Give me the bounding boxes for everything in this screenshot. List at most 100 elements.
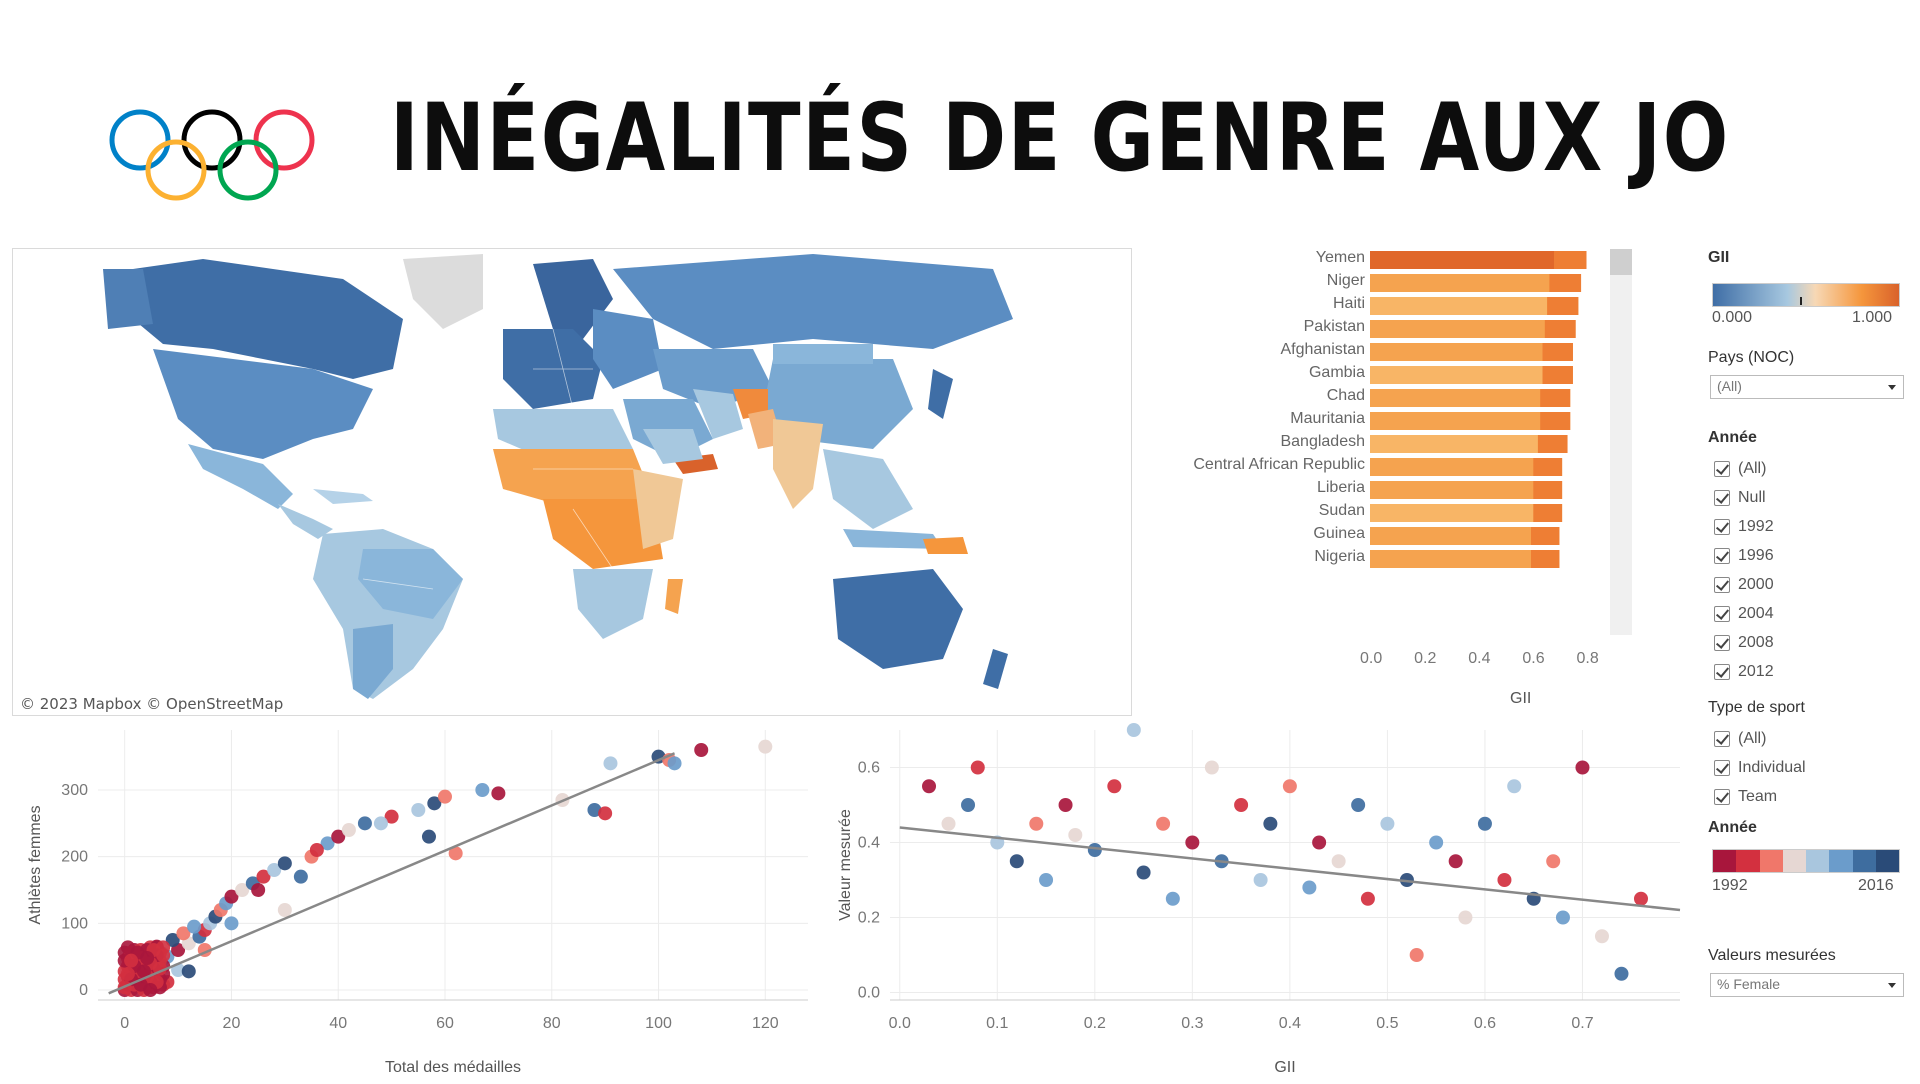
year-option[interactable]: (All) [1714, 457, 1766, 481]
measure-dropdown[interactable]: % Female [1710, 973, 1904, 997]
year-option[interactable]: 1996 [1714, 544, 1774, 568]
scatter-point[interactable] [1029, 816, 1044, 831]
scatter-point[interactable] [320, 836, 335, 851]
bar[interactable] [1370, 320, 1576, 338]
scatter-gii-svg[interactable]: 0.0 0.1 0.2 0.3 0.4 0.5 0.6 0.7 0.0 0.2 0.4 0.6 GII V… [830, 722, 1710, 1080]
scatter-point[interactable] [1185, 835, 1200, 850]
year-color-ramp[interactable] [1712, 849, 1900, 873]
country-dropdown[interactable]: (All) [1710, 375, 1904, 399]
bar[interactable] [1370, 412, 1571, 430]
scatter-point[interactable] [1039, 873, 1054, 887]
scatter-point[interactable] [1546, 854, 1561, 869]
scatter-point[interactable] [384, 809, 399, 824]
checkbox-checked-icon[interactable] [1714, 789, 1730, 805]
scatter-point[interactable] [357, 816, 372, 831]
scatter-point[interactable] [1058, 798, 1073, 812]
scatter-point[interactable] [224, 916, 239, 931]
scatter-point[interactable] [411, 803, 426, 817]
checkbox-checked-icon[interactable] [1714, 731, 1730, 747]
scatter-point[interactable] [598, 806, 613, 821]
scatter-point[interactable] [1087, 843, 1102, 857]
bar[interactable] [1370, 251, 1587, 269]
sport-option[interactable]: Individual [1714, 756, 1806, 780]
scatter-point[interactable] [187, 919, 202, 934]
scatter-point[interactable] [256, 869, 271, 884]
bar[interactable] [1370, 274, 1582, 292]
scatter-point[interactable] [758, 739, 773, 754]
scatter-point[interactable] [1360, 891, 1375, 906]
scatter-point[interactable] [267, 863, 282, 877]
scatter-point[interactable] [475, 783, 490, 797]
scatter-point[interactable] [427, 796, 442, 811]
year-option[interactable]: 1992 [1714, 515, 1774, 539]
scatter-point[interactable] [941, 816, 956, 831]
scatter-point[interactable] [120, 967, 135, 981]
scatter-point[interactable] [1555, 910, 1570, 925]
scatter-point[interactable] [251, 883, 266, 897]
scrollbar-thumb[interactable] [1610, 249, 1632, 275]
scatter-point[interactable] [1126, 723, 1141, 737]
scatter-point[interactable] [1575, 760, 1590, 775]
bar[interactable] [1370, 297, 1579, 315]
scatter-gii-chart[interactable]: 0.0 0.1 0.2 0.3 0.4 0.5 0.6 0.7 0.0 0.2 0.4 0.6 GII V… [830, 722, 1710, 1080]
scatter-point[interactable] [1253, 873, 1268, 887]
scatter-point[interactable] [1312, 835, 1327, 850]
scatter-point[interactable] [1204, 760, 1219, 775]
scatter-point[interactable] [1633, 891, 1648, 906]
scatter-point[interactable] [1165, 891, 1180, 906]
scatter-point[interactable] [165, 933, 180, 947]
bar[interactable] [1370, 504, 1563, 522]
checkbox-checked-icon[interactable] [1714, 519, 1730, 535]
scatter-point[interactable] [1477, 816, 1492, 831]
scatter-point[interactable] [176, 926, 191, 941]
year-option[interactable]: 2012 [1714, 660, 1774, 684]
bar[interactable] [1370, 435, 1568, 453]
scatter-point[interactable] [1107, 779, 1122, 794]
scatter-point[interactable] [1448, 854, 1463, 869]
scatter-point[interactable] [1380, 816, 1395, 831]
scatter-point[interactable] [373, 816, 388, 831]
scatter-point[interactable] [1351, 798, 1366, 812]
scatter-point[interactable] [491, 786, 506, 801]
year-option[interactable]: 2000 [1714, 573, 1774, 597]
scatter-point[interactable] [961, 798, 976, 812]
gii-color-ramp[interactable] [1712, 283, 1900, 307]
checkbox-checked-icon[interactable] [1714, 461, 1730, 477]
bar[interactable] [1370, 481, 1563, 499]
checkbox-checked-icon[interactable] [1714, 490, 1730, 506]
bar[interactable] [1370, 550, 1560, 568]
scatter-point[interactable] [277, 856, 292, 871]
scatter-point[interactable] [603, 756, 618, 771]
sport-option[interactable]: Team [1714, 785, 1777, 809]
checkbox-checked-icon[interactable] [1714, 760, 1730, 776]
scatter-point[interactable] [1136, 865, 1151, 880]
scatter-point[interactable] [341, 823, 356, 837]
scatter-point[interactable] [694, 743, 709, 757]
bar-scrollbar[interactable] [1610, 249, 1632, 635]
scatter-point[interactable] [331, 829, 346, 844]
scatter-point[interactable] [136, 964, 151, 979]
scatter-point[interactable] [181, 964, 196, 979]
scatter-point[interactable] [1458, 910, 1473, 925]
scatter-point[interactable] [922, 779, 937, 794]
scatter-point[interactable] [421, 829, 436, 844]
gii-bar-chart[interactable]: Yemen Niger Haiti Pakistan Afghanistan Gambia… [1140, 245, 1680, 707]
scatter-point[interactable] [309, 843, 324, 857]
scatter-point[interactable] [1594, 929, 1609, 944]
scatter-point[interactable] [293, 869, 308, 884]
scatter-point[interactable] [1009, 854, 1024, 869]
scatter-point[interactable] [1156, 816, 1171, 831]
scatter-point[interactable] [437, 789, 452, 804]
scatter-point[interactable] [667, 756, 682, 771]
scatter-medals-chart[interactable]: 0 20 40 60 80 100 120 0 100 200 300 Total des médai… [20, 722, 830, 1080]
year-option[interactable]: 2004 [1714, 602, 1774, 626]
map-credit[interactable]: © 2023 Mapbox © OpenStreetMap [17, 695, 287, 713]
checkbox-checked-icon[interactable] [1714, 548, 1730, 564]
scatter-point[interactable] [1282, 779, 1297, 794]
scatter-point[interactable] [1409, 948, 1424, 962]
bars-area[interactable] [1370, 245, 1600, 635]
scatter-point[interactable] [970, 760, 985, 775]
scatter-point[interactable] [1068, 828, 1083, 842]
checkbox-checked-icon[interactable] [1714, 635, 1730, 651]
scatter-point[interactable] [651, 749, 666, 764]
